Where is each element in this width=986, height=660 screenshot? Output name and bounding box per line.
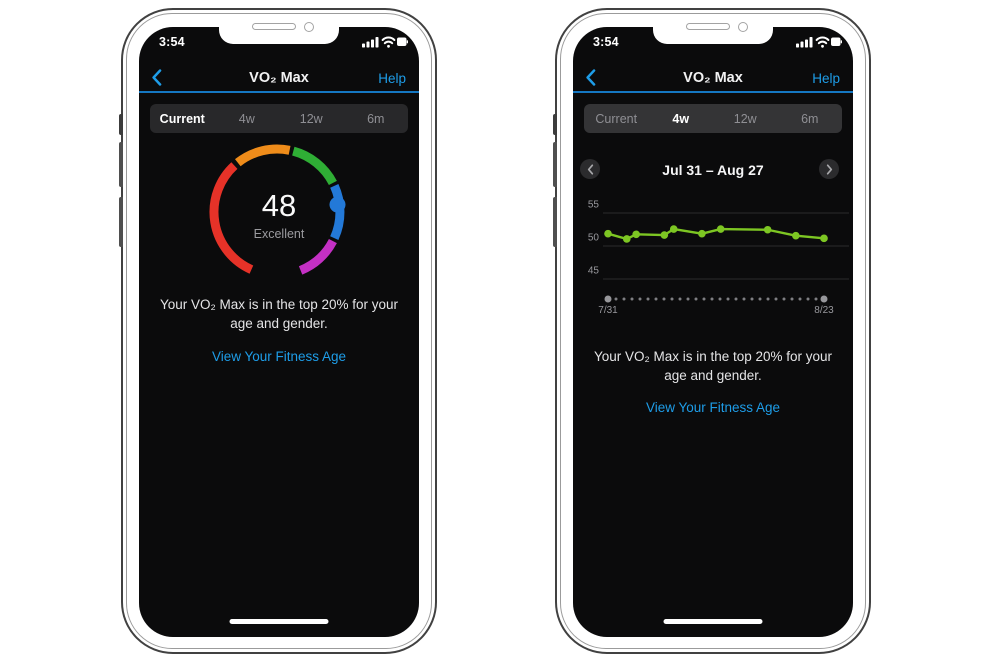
vo2max-gauge [197, 134, 357, 290]
gridlines [603, 212, 849, 280]
chevron-right-icon [826, 163, 832, 175]
volume-down-button [553, 197, 557, 247]
vo2max-value: 48 [261, 188, 297, 223]
tab-12w[interactable]: 12w [299, 111, 323, 126]
cellular-signal-icon [796, 37, 813, 48]
view-fitness-age-link[interactable]: View Your Fitness Age [211, 349, 347, 364]
volume-up-button [119, 142, 123, 187]
wifi-icon [381, 36, 396, 48]
home-indicator[interactable] [229, 619, 329, 624]
next-period-button[interactable] [819, 159, 839, 179]
status-icons [362, 36, 408, 48]
volume-up-button [553, 142, 557, 187]
scrubber-start-label: 7/31 [598, 305, 618, 316]
cellular-signal-icon [362, 37, 379, 48]
back-chevron-icon[interactable] [585, 69, 596, 86]
svg-text:50: 50 [588, 233, 600, 244]
battery-icon [831, 37, 842, 46]
screen-left: 3:54 [139, 27, 419, 637]
status-icons [796, 36, 842, 48]
tab-12w[interactable]: 12w [733, 111, 757, 126]
help-link[interactable]: Help [378, 71, 406, 86]
battery-icon [397, 37, 408, 46]
back-chevron-icon[interactable] [151, 69, 162, 86]
date-range-label: Jul 31 – Aug 27 [662, 162, 764, 178]
svg-text:55: 55 [588, 200, 600, 211]
mute-switch [119, 114, 123, 135]
view-fitness-age-link[interactable]: View Your Fitness Age [645, 400, 781, 415]
tab-4w[interactable]: 4w [672, 111, 690, 126]
data-points[interactable] [604, 225, 828, 243]
vo2max-description: Your VO₂ Max is in the top 20% for your … [159, 297, 399, 331]
tab-current[interactable]: Current [159, 111, 205, 126]
front-camera [738, 22, 748, 32]
gauge-segment-orange [235, 144, 291, 167]
scrubber-end-handle [820, 295, 828, 303]
page-title: VO₂ Max [249, 70, 309, 86]
vo2max-rating: Excellent [253, 227, 305, 241]
phone-right: 3:54 [553, 8, 871, 654]
scrubber-end-label: 8/23 [814, 305, 834, 316]
period-segmented-control: Current 4w 12w 6m [150, 104, 408, 133]
mute-switch [553, 114, 557, 135]
tab-current[interactable]: Current [595, 111, 638, 126]
gauge-segment-green [291, 146, 337, 186]
chevron-left-icon [587, 163, 593, 175]
gauge-segment-magenta [298, 238, 337, 275]
page-title: VO₂ Max [683, 70, 743, 86]
speaker-grille [686, 23, 730, 30]
volume-down-button [119, 197, 123, 247]
gauge-indicator-dot [329, 196, 346, 213]
status-time: 3:54 [593, 35, 619, 49]
vo2max-description: Your VO₂ Max is in the top 20% for your … [593, 349, 833, 383]
trend-chart-svg: 55 50 45 7/31 8/23 [588, 200, 849, 317]
screen-right: 3:54 [573, 27, 853, 637]
trend-line [606, 227, 826, 241]
header-divider [573, 91, 853, 93]
svg-text:45: 45 [588, 266, 600, 277]
gauge-segment-red [209, 162, 254, 274]
status-time: 3:54 [159, 35, 185, 49]
period-segmented-control: Current 4w 12w 6m [584, 104, 842, 133]
tab-6m[interactable]: 6m [801, 111, 819, 126]
tab-6m[interactable]: 6m [367, 111, 385, 126]
header-divider [139, 91, 419, 93]
help-link[interactable]: Help [812, 71, 840, 86]
tab-4w[interactable]: 4w [238, 111, 255, 126]
wifi-icon [815, 36, 830, 48]
phone-left: 3:54 [119, 8, 437, 654]
previous-period-button[interactable] [580, 159, 600, 179]
speaker-grille [252, 23, 296, 30]
scrubber[interactable]: 7/31 8/23 [598, 295, 834, 317]
scrubber-start-handle [604, 295, 612, 303]
front-camera [304, 22, 314, 32]
y-axis-labels: 55 50 45 [588, 200, 600, 277]
home-indicator[interactable] [663, 619, 763, 624]
